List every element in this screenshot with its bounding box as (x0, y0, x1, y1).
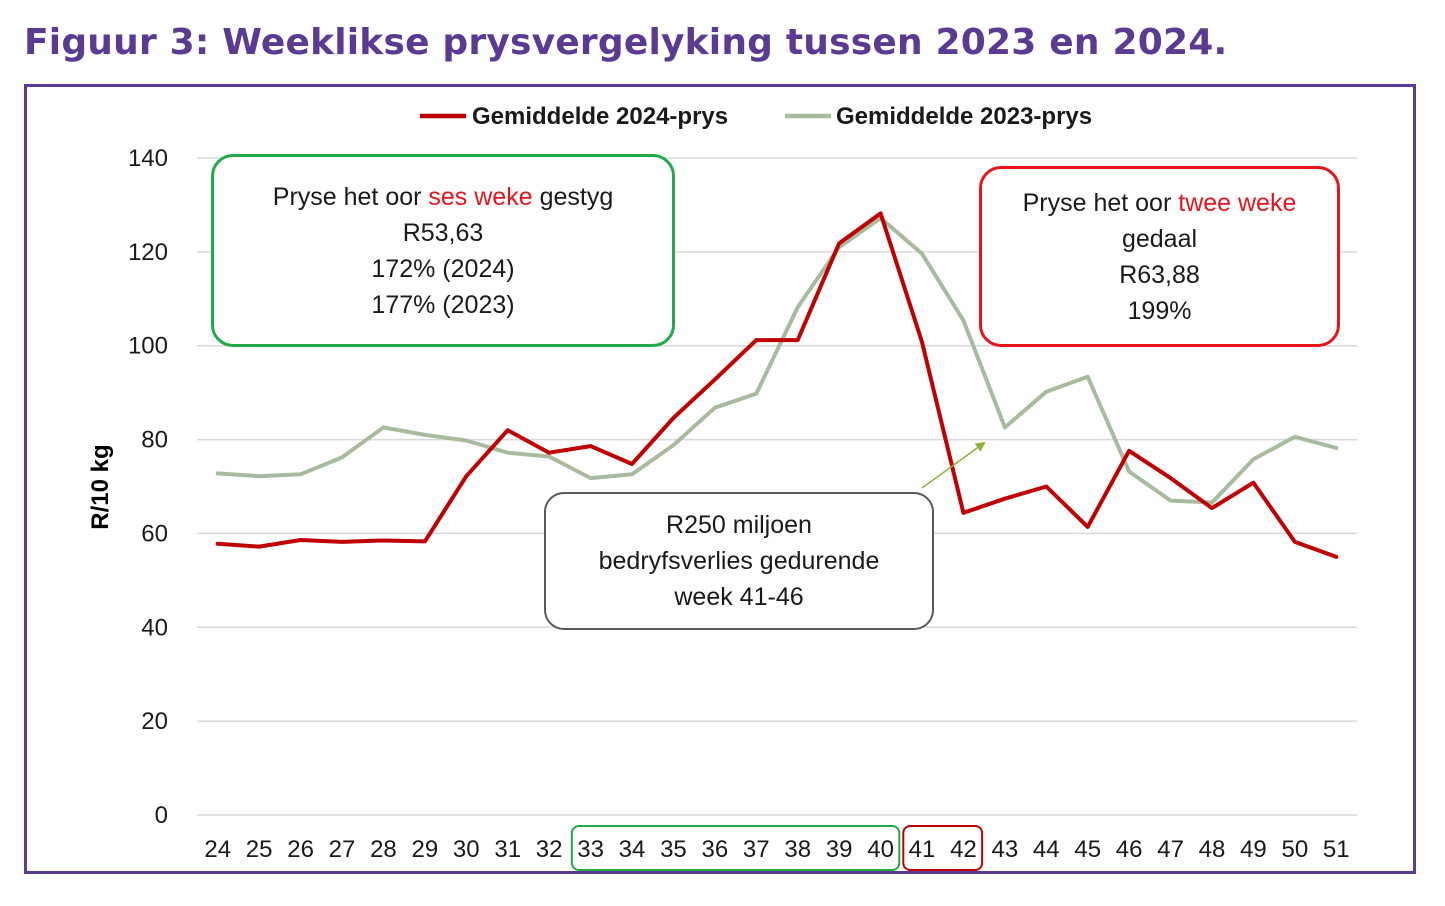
loss-callout-line1: R250 miljoen (666, 511, 812, 539)
y-axis-ticks: 0 20 40 60 80 100 120 140 (128, 145, 168, 829)
x-tick-label: 43 (992, 836, 1019, 863)
rise-highlight: ses weke (428, 182, 533, 211)
legend: Gemiddelde 2024-prys Gemiddelde 2023-prys (420, 103, 1092, 130)
x-axis-ticks: 24 25 26 27 28 29 30 31 32 33 34 35 36 37 38 39 40 41 42 43… (204, 836, 1349, 863)
y-tick-label: 120 (128, 239, 168, 266)
y-axis-label: R/10 kg (87, 444, 114, 529)
y-tick-label: 60 (141, 520, 168, 547)
x-tick-label: 35 (660, 836, 687, 863)
annotation-arrow (921, 441, 986, 489)
x-tick-label: 49 (1240, 836, 1267, 863)
rise-callout-line1: Pryse het oor ses weke gestyg (272, 182, 614, 211)
x-tick-label: 29 (412, 836, 439, 863)
series-lines (215, 211, 1339, 559)
fall-callout: Pryse het oor twee weke gedaal R63,88 19… (979, 166, 1340, 347)
rise-callout-line4: 177% (2023) (371, 290, 515, 319)
x-tick-label: 38 (784, 836, 811, 863)
legend-label: Gemiddelde 2023-prys (836, 103, 1092, 130)
x-tick-label: 31 (494, 836, 521, 863)
x-tick-label: 26 (287, 836, 314, 863)
rise-callout-line2: R53,63 (402, 218, 484, 247)
x-tick-label: 27 (329, 836, 356, 863)
rise-callout: Pryse het oor ses weke gestyg R53,63 172… (211, 154, 675, 347)
x-tick-label: 45 (1074, 836, 1101, 863)
x-tick-label: 51 (1323, 836, 1350, 863)
loss-callout-line3: week 41-46 (674, 583, 804, 611)
legend-label: Gemiddelde 2024-prys (472, 103, 728, 130)
week-highlight-box (902, 825, 984, 871)
y-tick-label: 100 (128, 333, 168, 360)
fall-callout-line2: gedaal (1121, 224, 1198, 253)
y-tick-label: 140 (128, 145, 168, 172)
chart-frame (24, 84, 1416, 874)
x-tick-label: 32 (536, 836, 563, 863)
x-tick-label: 42 (950, 836, 977, 863)
x-tick-label: 30 (453, 836, 480, 863)
rise-callout-line3: 172% (2024) (371, 254, 515, 283)
loss-callout-line2: bedryfsverlies gedurende (598, 547, 880, 575)
y-tick-label: 20 (141, 708, 168, 735)
x-tick-label: 24 (204, 836, 231, 863)
x-tick-label: 39 (826, 836, 853, 863)
y-tick-label: 0 (155, 802, 168, 829)
x-tick-label: 50 (1282, 836, 1309, 863)
x-tick-label: 46 (1116, 836, 1143, 863)
loss-callout: R250 miljoen bedryfsverlies gedurende we… (544, 492, 934, 630)
x-tick-label: 44 (1033, 836, 1060, 863)
x-tick-label: 48 (1199, 836, 1226, 863)
fall-callout-line4: 199% (1127, 296, 1192, 325)
series-line (215, 211, 1339, 559)
x-tick-label: 28 (370, 836, 397, 863)
x-tick-label: 34 (619, 836, 646, 863)
x-tick-label: 36 (702, 836, 729, 863)
series-line (215, 216, 1339, 505)
fall-callout-line1: Pryse het oor twee weke (1022, 188, 1297, 217)
figure-title: Figuur 3: Weeklikse prysvergelyking tuss… (24, 22, 1228, 63)
fall-callout-line3: R63,88 (1119, 260, 1200, 289)
fall-highlight: twee weke (1178, 188, 1297, 217)
annotation-arrow-line (921, 441, 986, 489)
x-tick-label: 41 (909, 836, 936, 863)
x-tick-label: 25 (246, 836, 273, 863)
x-tick-label: 37 (743, 836, 770, 863)
x-tick-label: 40 (867, 836, 894, 863)
x-tick-label: 47 (1157, 836, 1184, 863)
y-tick-label: 80 (141, 427, 168, 454)
y-tick-label: 40 (141, 614, 168, 641)
week-highlights (570, 825, 984, 871)
x-tick-label: 33 (577, 836, 604, 863)
week-highlight-box (570, 825, 901, 871)
